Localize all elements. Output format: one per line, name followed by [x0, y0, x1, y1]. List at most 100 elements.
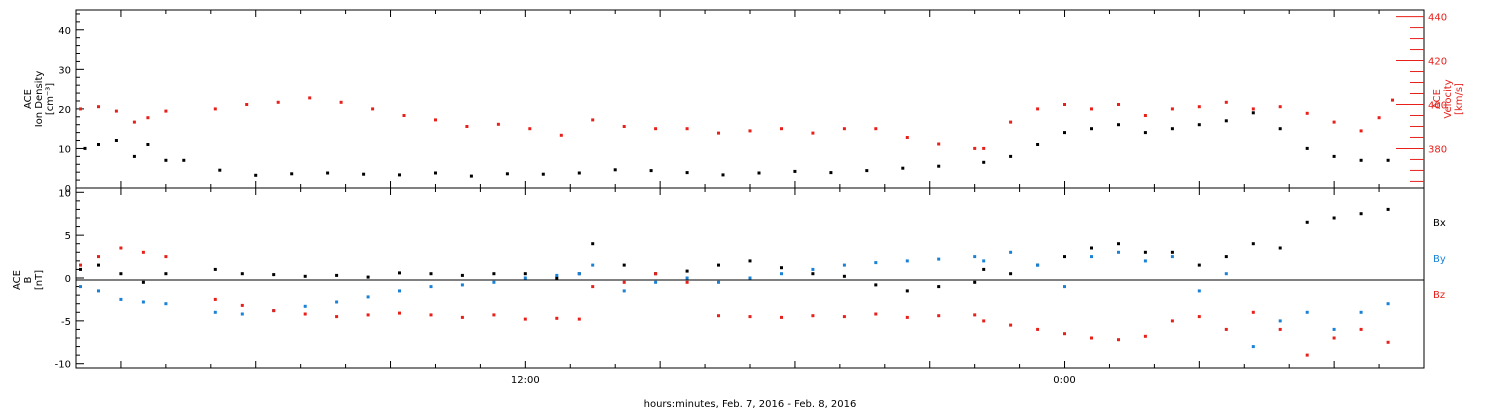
velocity-point [937, 142, 941, 146]
velocity-tick-label: 380 [1428, 144, 1447, 155]
velocity-point [842, 127, 846, 131]
bz-point [240, 303, 244, 307]
velocity-point [685, 127, 689, 131]
velocity-point [811, 131, 815, 135]
bx-point [1332, 216, 1336, 220]
density-point [398, 173, 401, 177]
bz-point [1036, 327, 1040, 331]
density-point [114, 139, 118, 142]
density-axis-title-1: ACE [23, 89, 34, 109]
density-point [1251, 111, 1255, 115]
density-point [1117, 123, 1120, 127]
bz-point [811, 314, 815, 318]
density-point [146, 143, 150, 146]
velocity-point [748, 129, 752, 133]
bx-point [460, 273, 464, 277]
bfield-axis-title-3: [nT] [34, 270, 45, 290]
velocity-point [1143, 114, 1147, 117]
density-point [613, 168, 617, 172]
velocity-point [1251, 107, 1255, 111]
velocity-point [591, 118, 595, 122]
bz-point [982, 319, 986, 323]
bx-point [1251, 242, 1255, 246]
velocity-point [213, 107, 217, 111]
bx-point [591, 242, 595, 246]
bz-point [272, 309, 276, 313]
by-point [1251, 345, 1255, 349]
bz-point [1117, 338, 1120, 342]
by-point [1332, 327, 1336, 331]
velocity-axis-title-2: Velocity [1443, 79, 1454, 118]
by-point [622, 289, 626, 293]
by-point [492, 280, 496, 284]
bx-point [1063, 255, 1066, 259]
b-tick-label: 5 [65, 231, 71, 242]
velocity-axis-title-3: [km/s] [1454, 83, 1465, 115]
bz-point [1386, 340, 1390, 344]
density-point [362, 172, 366, 176]
velocity-point [164, 109, 168, 113]
velocity-tick-label: 400 [1428, 100, 1447, 111]
bz-point [973, 313, 977, 317]
by-point [748, 276, 752, 280]
bx-point [97, 263, 100, 267]
by-point [1386, 302, 1390, 306]
bx-point [1197, 263, 1201, 267]
velocity-point [339, 100, 343, 104]
density-point [326, 171, 330, 175]
bx-point [1143, 250, 1147, 254]
velocity-point [1197, 105, 1201, 109]
legend-by: By [1433, 254, 1446, 265]
bx-point [398, 271, 401, 275]
bz-point [1332, 336, 1336, 340]
bz-point [748, 315, 752, 319]
bz-point [119, 246, 123, 250]
by-point [1305, 310, 1309, 314]
bz-point [780, 315, 783, 319]
density-point [434, 171, 437, 175]
axis-ticks [75, 10, 1425, 368]
bx-point [213, 267, 217, 271]
velocity-point [1359, 129, 1363, 133]
velocity-point [465, 125, 469, 128]
by-point [398, 289, 401, 293]
bz-point [685, 280, 689, 284]
bx-point [1278, 246, 1282, 250]
bx-point [366, 275, 370, 279]
velocity-point [717, 131, 720, 135]
velocity-point [371, 107, 375, 111]
bz-point [398, 311, 401, 315]
by-point [1224, 272, 1228, 276]
velocity-point [1224, 100, 1228, 104]
velocity-point [114, 109, 118, 113]
bz-point [654, 272, 658, 276]
bz-point [622, 280, 626, 284]
density-point [1063, 131, 1066, 135]
bz-point [366, 313, 370, 317]
bz-point [1143, 334, 1147, 338]
bx-point [164, 272, 168, 276]
by-point [591, 263, 595, 267]
by-point [717, 280, 720, 284]
by-point [523, 276, 527, 280]
velocity-point [146, 116, 150, 120]
density-point [829, 171, 833, 175]
velocity-point [1305, 111, 1309, 115]
velocity-point [973, 146, 977, 150]
density-point [1386, 158, 1390, 162]
velocity-point [1332, 120, 1336, 124]
by-point [460, 283, 464, 287]
density-tick-label: 30 [58, 65, 71, 76]
bz-point [213, 297, 217, 301]
bz-point [874, 312, 878, 316]
density-point [937, 164, 941, 168]
density-point [982, 160, 986, 164]
density-point [254, 173, 258, 177]
legend-bx: Bx [1433, 218, 1446, 229]
bx-point [272, 273, 276, 277]
density-point [83, 146, 87, 150]
bx-point [141, 280, 145, 284]
density-point [182, 158, 186, 162]
density-point [97, 143, 100, 146]
